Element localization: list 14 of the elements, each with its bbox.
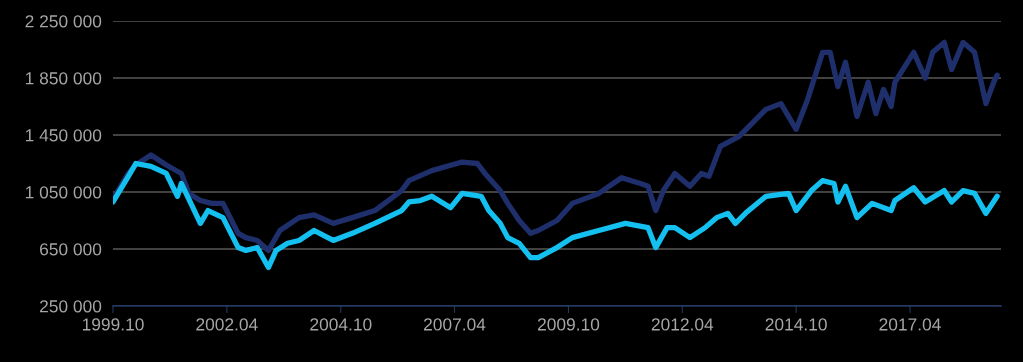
x-tick-label: 2007.04 bbox=[424, 318, 486, 331]
y-tick-label: 650 000 bbox=[40, 243, 102, 256]
x-tick-label: 2009.10 bbox=[537, 318, 600, 331]
x-tick-label: 2012.04 bbox=[651, 318, 714, 331]
x-tick-label: 2004.10 bbox=[310, 318, 372, 331]
x-tick-label: 2014.10 bbox=[765, 318, 827, 331]
x-tick-label: 2017.04 bbox=[879, 318, 941, 331]
y-tick-label: 1 050 000 bbox=[25, 186, 102, 199]
x-tick-label: 2002.04 bbox=[196, 318, 258, 331]
x-tick-label: 1999.10 bbox=[82, 318, 144, 331]
y-tick-label: 1 450 000 bbox=[25, 129, 102, 142]
y-tick-label: 1 850 000 bbox=[25, 72, 102, 85]
y-tick-label: 2 250 000 bbox=[25, 15, 102, 28]
y-tick-label: 250 000 bbox=[40, 300, 102, 313]
